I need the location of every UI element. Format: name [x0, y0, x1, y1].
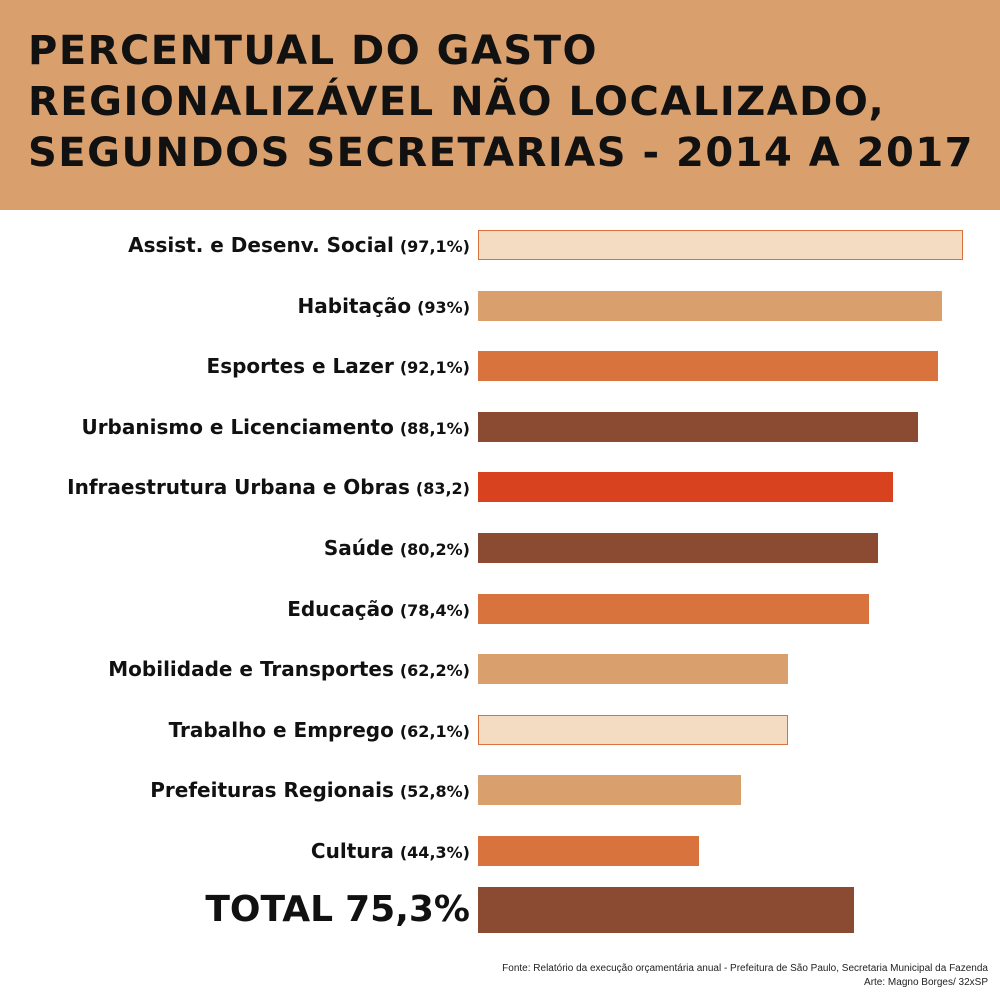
bar [478, 775, 742, 806]
category-name: Habitação [297, 293, 412, 318]
category-name: Assist. e Desenv. Social [128, 233, 394, 257]
data-label: (83,2) [415, 479, 470, 499]
bar [478, 472, 894, 503]
data-label: (62,1%) [399, 721, 470, 741]
category-label: Prefeituras Regionais (52,8%) [150, 775, 470, 807]
data-label: (52,8%) [399, 782, 470, 802]
category-label: Mobilidade e Transportes (62,2%) [108, 654, 470, 686]
bar [478, 654, 789, 685]
total-value: 75,3% [345, 889, 470, 930]
category-name: Educação [287, 596, 394, 621]
bar [478, 230, 963, 260]
category-label: Esportes e Lazer (92,1%) [207, 351, 470, 383]
title-line-1: PERCENTUAL DO GASTO [28, 28, 599, 74]
category-name: Urbanismo e Licenciamento [81, 414, 394, 439]
category-label: Infraestrutura Urbana e Obras (83,2) [67, 472, 470, 504]
data-label: (62,2%) [399, 661, 470, 681]
category-name: Prefeituras Regionais [150, 778, 394, 803]
title-line-3: SEGUNDOS SECRETARIAS - 2014 A 2017 [28, 130, 974, 176]
footer: Fonte: Relatório da execução orçamentári… [502, 962, 988, 990]
data-label: (88,1%) [399, 418, 470, 438]
bar-chart: Assist. e Desenv. Social (97,1%) Habitação… [0, 210, 1000, 950]
data-label: (92,1%) [399, 358, 470, 378]
bar [478, 714, 788, 745]
total-name: TOTAL [205, 889, 334, 930]
source-note: Fonte: Relatório da execução orçamentári… [502, 963, 988, 974]
bar [478, 533, 879, 563]
header-banner: PERCENTUAL DO GASTO REGIONALIZÁVEL NÃO L… [0, 0, 1000, 210]
bar [478, 290, 943, 321]
data-label: (97,1%) [399, 237, 470, 256]
total-label: TOTAL 75,3% [205, 887, 470, 933]
data-label: (78,4%) [399, 600, 470, 620]
data-label: (93%) [417, 297, 470, 317]
category-label: Saúde (80,2%) [324, 533, 470, 565]
bar [478, 836, 700, 866]
category-label: Habitação (93%) [298, 291, 470, 323]
bar [478, 411, 918, 442]
category-label: Cultura (44,3%) [311, 836, 470, 868]
total-bar [478, 887, 854, 933]
chart-title: PERCENTUAL DO GASTO REGIONALIZÁVEL NÃO L… [28, 26, 988, 179]
category-name: Trabalho e Emprego [168, 717, 394, 742]
category-name: Esportes e Lazer [206, 354, 394, 379]
category-name: Saúde [323, 536, 394, 560]
category-label: Educação (78,4%) [287, 594, 470, 626]
category-label: Urbanismo e Licenciamento (88,1%) [81, 412, 470, 444]
bar [478, 593, 870, 624]
data-label: (44,3%) [399, 843, 470, 862]
credit-note: Arte: Magno Borges/ 32xSP [864, 977, 988, 988]
category-name: Cultura [310, 839, 394, 863]
category-name: Infraestrutura Urbana e Obras [67, 475, 410, 500]
category-label: Assist. e Desenv. Social (97,1%) [128, 230, 470, 262]
category-name: Mobilidade e Transportes [108, 657, 394, 682]
data-label: (80,2%) [399, 540, 470, 559]
bar [478, 351, 938, 382]
title-line-2: REGIONALIZÁVEL NÃO LOCALIZADO, [28, 79, 886, 125]
category-label: Trabalho e Emprego (62,1%) [169, 715, 470, 747]
